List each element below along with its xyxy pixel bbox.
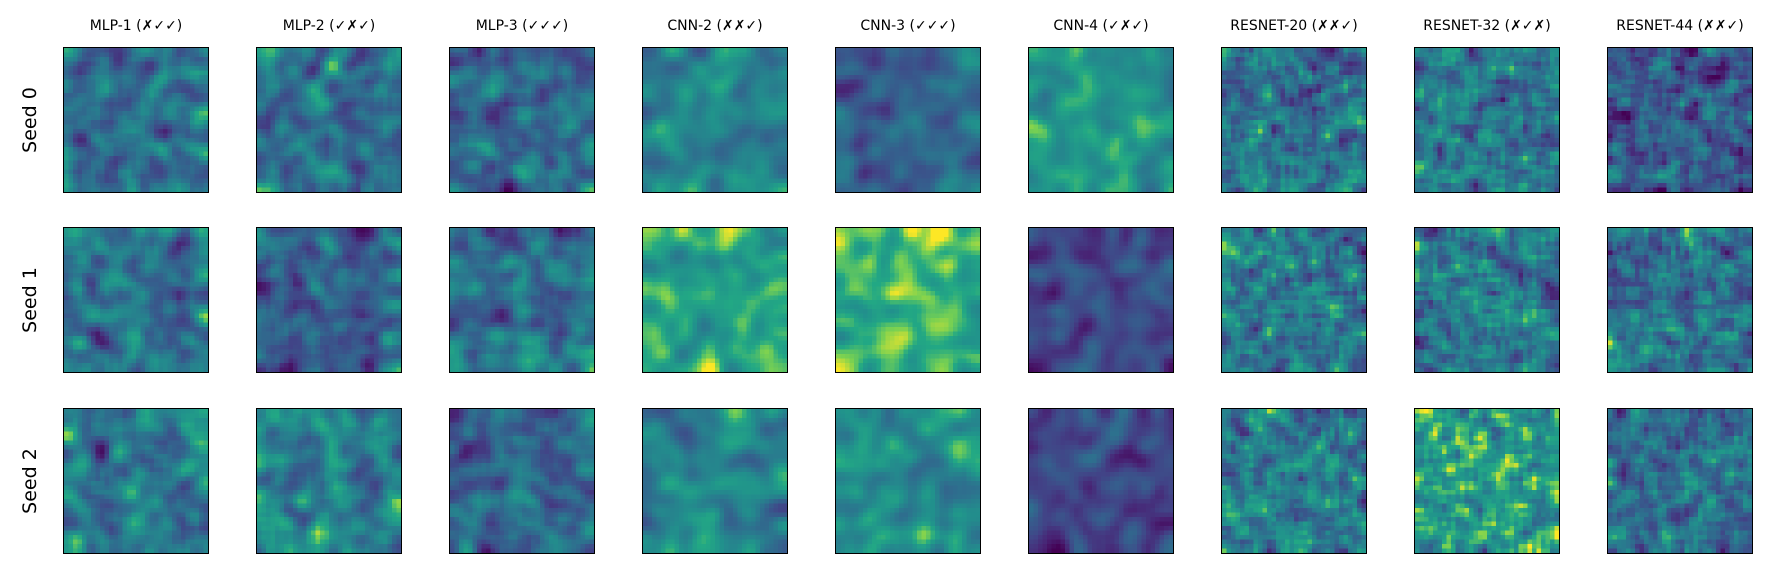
- heatmap-image: [257, 409, 401, 553]
- heatmap-panel: [1221, 47, 1367, 193]
- heatmap-panel: [256, 227, 402, 373]
- heatmap-panel: [1414, 47, 1560, 193]
- heatmap-image: [1415, 228, 1559, 372]
- heatmap-panel: [63, 408, 209, 554]
- heatmap-panel: [1028, 47, 1174, 193]
- heatmap-panel: [449, 408, 595, 554]
- heatmap-panel: [1607, 47, 1753, 193]
- heatmap-image: [1222, 409, 1366, 553]
- heatmap-image: [643, 48, 787, 192]
- heatmap-panel: [1028, 408, 1174, 554]
- heatmap-image: [450, 409, 594, 553]
- heatmap-image: [257, 228, 401, 372]
- column-title: MLP-1 (✗✓✓): [89, 18, 183, 34]
- heatmap-image: [836, 228, 980, 372]
- heatmap-image: [643, 228, 787, 372]
- heatmap-panel: [642, 47, 788, 193]
- column-title: CNN-3 (✓✓✓): [860, 18, 956, 34]
- heatmap-panel: [1028, 227, 1174, 373]
- heatmap-panel: [835, 47, 981, 193]
- column-title: MLP-2 (✓✗✓): [282, 18, 376, 34]
- heatmap-image: [1029, 409, 1173, 553]
- row-label: Seed 1: [19, 267, 41, 333]
- heatmap-image: [450, 228, 594, 372]
- row-label: Seed 0: [19, 87, 41, 153]
- heatmap-panel: [835, 227, 981, 373]
- heatmap-panel: [1221, 408, 1367, 554]
- heatmap-panel: [63, 227, 209, 373]
- heatmap-image: [1608, 409, 1752, 553]
- heatmap-image: [836, 409, 980, 553]
- heatmap-image: [64, 409, 208, 553]
- heatmap-panel: [1221, 227, 1367, 373]
- heatmap-image: [450, 48, 594, 192]
- heatmap-image: [1029, 48, 1173, 192]
- heatmap-image: [1222, 228, 1366, 372]
- heatmap-image: [1415, 48, 1559, 192]
- heatmap-image: [64, 48, 208, 192]
- heatmap-image: [257, 48, 401, 192]
- heatmap-image: [1415, 409, 1559, 553]
- heatmap-panel: [256, 47, 402, 193]
- heatmap-panel: [1607, 227, 1753, 373]
- heatmap-image: [643, 409, 787, 553]
- heatmap-panel: [449, 227, 595, 373]
- heatmap-panel: [1414, 227, 1560, 373]
- heatmap-image: [836, 48, 980, 192]
- heatmap-image: [1029, 228, 1173, 372]
- column-title: CNN-2 (✗✗✓): [667, 18, 763, 34]
- heatmap-panel: [63, 47, 209, 193]
- heatmap-panel: [642, 408, 788, 554]
- column-title: RESNET-20 (✗✗✓): [1230, 18, 1358, 34]
- column-title: CNN-4 (✓✗✓): [1053, 18, 1149, 34]
- heatmap-panel: [1607, 408, 1753, 554]
- heatmap-panel: [256, 408, 402, 554]
- heatmap-panel: [642, 227, 788, 373]
- column-title: RESNET-32 (✗✓✗): [1423, 18, 1551, 34]
- heatmap-image: [64, 228, 208, 372]
- heatmap-panel: [449, 47, 595, 193]
- heatmap-panel: [1414, 408, 1560, 554]
- heatmap-image: [1608, 48, 1752, 192]
- column-title: RESNET-44 (✗✗✓): [1616, 18, 1744, 34]
- heatmap-image: [1222, 48, 1366, 192]
- heatmap-image: [1608, 228, 1752, 372]
- column-title: MLP-3 (✓✓✓): [475, 18, 569, 34]
- row-label: Seed 2: [19, 448, 41, 514]
- heatmap-panel: [835, 408, 981, 554]
